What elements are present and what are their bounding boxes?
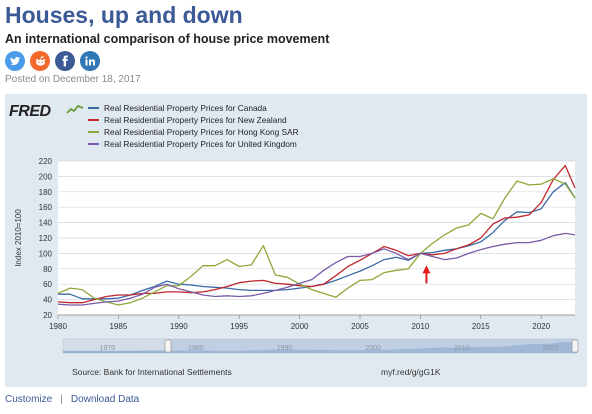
legend-label: Real Residential Property Prices for Hon… <box>104 127 299 137</box>
navigator-left-handle[interactable] <box>164 339 172 353</box>
fred-logo: FRED <box>9 103 51 120</box>
legend-item[interactable]: Real Residential Property Prices for Can… <box>88 102 299 114</box>
series <box>57 164 576 306</box>
navigator-tick-label: 1970 <box>100 345 116 352</box>
series-line <box>57 232 576 306</box>
reddit-share-button[interactable] <box>30 51 50 71</box>
navigator-tick-label: 2010 <box>454 345 470 352</box>
posted-date: Posted on December 18, 2017 <box>5 74 141 85</box>
navigator-tick-label: 2000 <box>365 345 381 352</box>
linkedin-icon <box>85 56 95 66</box>
legend-item[interactable]: Real Residential Property Prices for Hon… <box>88 126 299 138</box>
source-note: Source: Bank for International Settlemen… <box>72 367 232 377</box>
page-title: Houses, up and down <box>5 2 243 28</box>
legend-label: Real Residential Property Prices for Can… <box>104 103 267 113</box>
y-tick-label: 20 <box>43 311 52 320</box>
navigator-ticks: 1970 1980 1990 2000 2010 2020 <box>100 345 559 352</box>
customize-link[interactable]: Customize <box>5 394 53 405</box>
navigator-tick-label: 1990 <box>277 345 293 352</box>
y-axis-title: Index 2010=100 <box>14 209 23 267</box>
legend-swatch <box>88 143 99 145</box>
fred-logo-chart-icon <box>66 104 84 114</box>
y-tick-label: 40 <box>43 296 52 305</box>
y-tick-label: 120 <box>39 234 53 243</box>
navigator-area <box>63 341 577 353</box>
legend-label: Real Residential Property Prices for New… <box>104 115 287 125</box>
navigator-right-handle[interactable] <box>571 339 579 353</box>
y-tick-label: 100 <box>39 249 53 258</box>
twitter-icon <box>10 56 20 66</box>
y-tick-label: 140 <box>39 219 53 228</box>
range-navigator[interactable]: 1970 1980 1990 2000 2010 2020 <box>62 338 579 354</box>
x-tick-label: 2010 <box>411 322 429 331</box>
axes: 20 40 60 80 100 120 140 160 180 200 220 1980 1985 199… <box>39 157 575 331</box>
y-tick-label: 60 <box>43 280 52 289</box>
series-line <box>57 178 576 306</box>
x-tick-label: 1985 <box>109 322 127 331</box>
y-tick-label: 80 <box>43 265 52 274</box>
article-subtitle: An international comparison of house pri… <box>5 32 330 46</box>
chart-legend: Real Residential Property Prices for Can… <box>88 102 299 150</box>
x-tick-label: 2020 <box>532 322 550 331</box>
download-data-link[interactable]: Download Data <box>70 394 140 405</box>
navigator-tick-label: 1980 <box>188 345 204 352</box>
legend-item[interactable]: Real Residential Property Prices for New… <box>88 114 299 126</box>
footer-links: Customize | Download Data <box>5 394 139 405</box>
navigator-selection <box>168 339 575 353</box>
facebook-icon <box>62 55 68 67</box>
share-buttons <box>5 51 100 71</box>
reddit-icon <box>35 55 45 66</box>
arrow-annotation-head <box>422 265 431 274</box>
y-tick-label: 180 <box>39 188 53 197</box>
legend-swatch <box>88 107 99 109</box>
twitter-share-button[interactable] <box>5 51 25 71</box>
navigator-tick-label: 2020 <box>543 345 559 352</box>
y-tick-label: 200 <box>39 172 53 181</box>
short-url-link[interactable]: myf.red/g/gG1K <box>381 367 441 377</box>
x-tick-label: 1990 <box>170 322 188 331</box>
x-tick-label: 2000 <box>291 322 309 331</box>
legend-swatch <box>88 131 99 133</box>
y-tick-label: 220 <box>39 157 53 166</box>
linkedin-share-button[interactable] <box>80 51 100 71</box>
annotations <box>422 265 431 284</box>
x-tick-label: 1980 <box>49 322 67 331</box>
x-tick-label: 2005 <box>351 322 369 331</box>
x-tick-label: 2015 <box>472 322 490 331</box>
legend-swatch <box>88 119 99 121</box>
footer-separator: | <box>60 394 63 405</box>
legend-label: Real Residential Property Prices for Uni… <box>104 139 297 149</box>
facebook-share-button[interactable] <box>55 51 75 71</box>
legend-item[interactable]: Real Residential Property Prices for Uni… <box>88 138 299 150</box>
x-tick-label: 1995 <box>230 322 248 331</box>
y-tick-label: 160 <box>39 203 53 212</box>
